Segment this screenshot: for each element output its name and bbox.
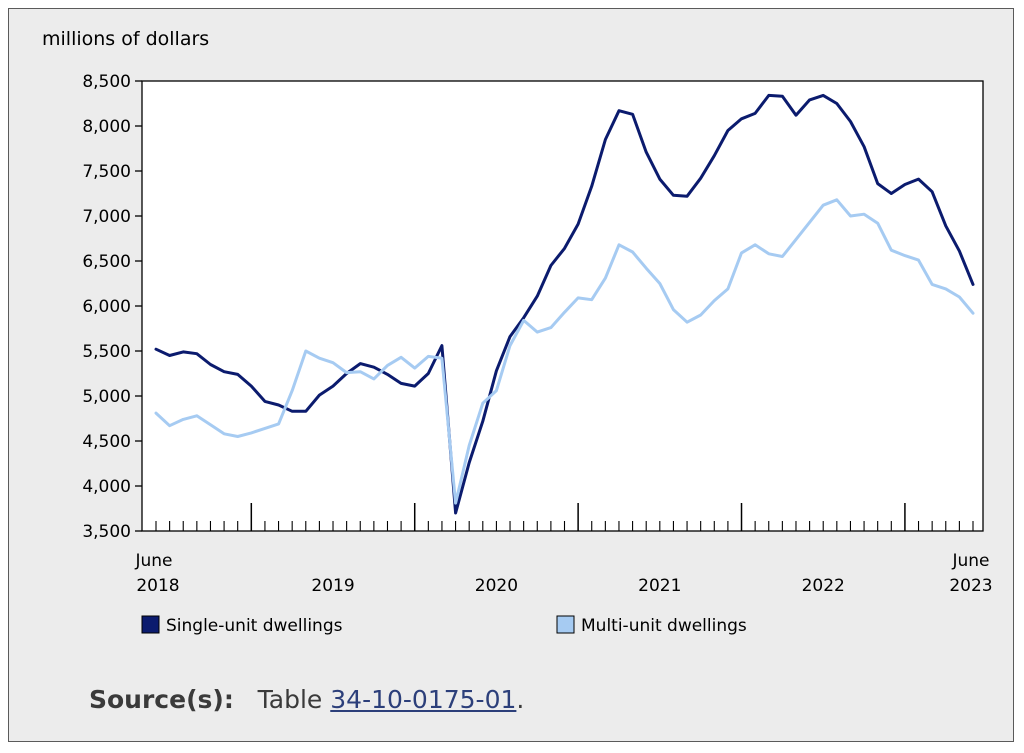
source-note: Source(s): Table 34-10-0175-01. xyxy=(89,685,524,714)
y-tick-label: 5,000 xyxy=(82,387,131,407)
y-tick-label: 6,000 xyxy=(82,297,131,317)
x-label-end-month: June xyxy=(951,551,989,571)
x-label-end-year: 2023 xyxy=(949,576,992,596)
series-line-multi-unit xyxy=(154,198,975,505)
y-axis-title: millions of dollars xyxy=(42,28,209,50)
chart-frame: millions of dollars 3,500 4,000 4,500 5,000 5… xyxy=(8,8,1014,742)
plot-area xyxy=(141,80,984,532)
x-label-start-year: 2018 xyxy=(136,576,179,596)
y-tick-label: 5,500 xyxy=(82,342,131,362)
y-tick-label: 3,500 xyxy=(82,522,131,542)
y-tick-label: 8,000 xyxy=(82,117,131,137)
legend-swatch xyxy=(556,615,575,634)
x-year-label: 2019 xyxy=(311,576,354,596)
y-tick-label: 8,500 xyxy=(82,72,131,92)
legend-swatch xyxy=(141,615,160,634)
y-tick-label: 4,000 xyxy=(82,477,131,497)
source-table-link[interactable]: 34-10-0175-01 xyxy=(330,685,517,714)
x-year-label: 2021 xyxy=(638,576,681,596)
x-label-start-month: June xyxy=(134,551,172,571)
y-tick-label: 4,500 xyxy=(82,432,131,452)
x-year-label: 2022 xyxy=(802,576,845,596)
source-prefix: Table xyxy=(257,685,323,714)
source-suffix: . xyxy=(516,685,525,714)
legend-label: Multi-unit dwellings xyxy=(581,616,747,636)
source-label: Source(s): xyxy=(89,685,234,714)
y-tick-label: 6,500 xyxy=(82,252,131,272)
line-chart: millions of dollars 3,500 4,000 4,500 5,000 5… xyxy=(42,28,993,636)
x-year-label: 2020 xyxy=(475,576,518,596)
y-tick-label: 7,000 xyxy=(82,207,131,227)
legend-label: Single-unit dwellings xyxy=(166,616,343,636)
series-line-single-unit xyxy=(154,93,975,515)
y-tick-label: 7,500 xyxy=(82,162,131,182)
